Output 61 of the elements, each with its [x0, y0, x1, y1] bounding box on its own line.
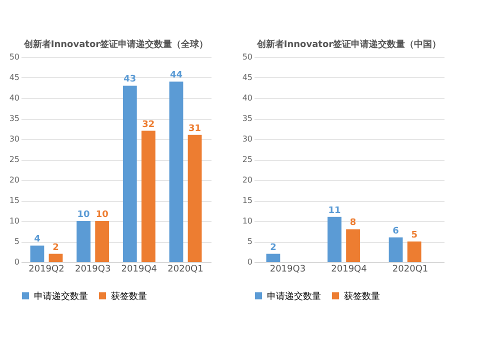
y-tick-label: 20: [9, 176, 20, 184]
data-label: 44: [170, 70, 183, 81]
y-tick-label: 35: [9, 114, 20, 123]
data-label: 8: [350, 218, 356, 228]
x-tick-label: 2020Q1: [168, 264, 204, 274]
bar: [388, 237, 403, 262]
data-label: 10: [77, 210, 90, 220]
y-tick-label: 35: [242, 114, 252, 123]
bar: [30, 246, 44, 262]
bar: [328, 216, 342, 262]
bar: [188, 134, 202, 262]
chart-title: 创新者Innovator签证申请递交数量（全球）: [22, 39, 208, 50]
y-tick-label: 20: [242, 176, 252, 184]
data-label: 10: [96, 210, 108, 220]
y-tick-label: 0: [247, 258, 252, 266]
y-tick-label: 25: [9, 155, 20, 164]
chart-title: 创新者Innovator签证申请递交数量（中国）: [256, 39, 442, 50]
legend-label: 获签数量: [344, 290, 380, 302]
bar: [141, 130, 156, 262]
bar: [169, 82, 184, 262]
bar: [95, 221, 110, 262]
x-tick-label: 2020Q1: [392, 264, 428, 274]
data-label: 6: [392, 226, 399, 236]
y-tick-label: 45: [242, 73, 252, 82]
data-label: 4: [34, 234, 40, 245]
y-tick-label: 5: [247, 237, 252, 246]
x-tick-label: 2019Q4: [331, 264, 368, 274]
bar: [407, 242, 422, 262]
legend-label: 获签数量: [111, 290, 147, 302]
y-tick-label: 5: [14, 237, 20, 246]
x-tick-label: 2019Q4: [121, 264, 158, 274]
x-tick-label: 2019Q3: [74, 264, 111, 274]
y-tick-label: 10: [242, 216, 252, 226]
bar: [266, 254, 280, 262]
bar: [122, 86, 137, 262]
data-label: 32: [142, 120, 155, 130]
y-tick-label: 10: [9, 216, 20, 226]
x-tick-label: 2019Q2: [28, 264, 64, 274]
x-tick-label: 2019Q3: [270, 264, 306, 274]
legend-label: 申请递交数量: [34, 290, 88, 302]
data-label: 2: [270, 242, 276, 253]
data-label: 11: [328, 206, 341, 216]
y-tick-label: 30: [9, 134, 20, 144]
y-tick-label: 45: [9, 73, 20, 82]
data-label: 31: [188, 124, 202, 134]
legend-label: 申请递交数量: [267, 290, 321, 302]
y-tick-label: 0: [14, 258, 20, 266]
y-tick-label: 40: [9, 94, 20, 102]
y-tick-label: 30: [242, 134, 252, 144]
bar: [48, 254, 63, 262]
data-label: 2: [52, 242, 59, 253]
y-tick-label: 40: [242, 94, 252, 102]
bar: [346, 229, 360, 262]
data-label: 5: [411, 230, 418, 240]
data-label: 43: [124, 74, 136, 85]
bar: [76, 221, 91, 262]
y-tick-label: 50: [9, 52, 20, 62]
y-tick-label: 15: [9, 196, 20, 205]
y-tick-label: 25: [242, 155, 252, 164]
y-tick-label: 50: [242, 52, 252, 62]
y-tick-label: 15: [242, 196, 252, 205]
